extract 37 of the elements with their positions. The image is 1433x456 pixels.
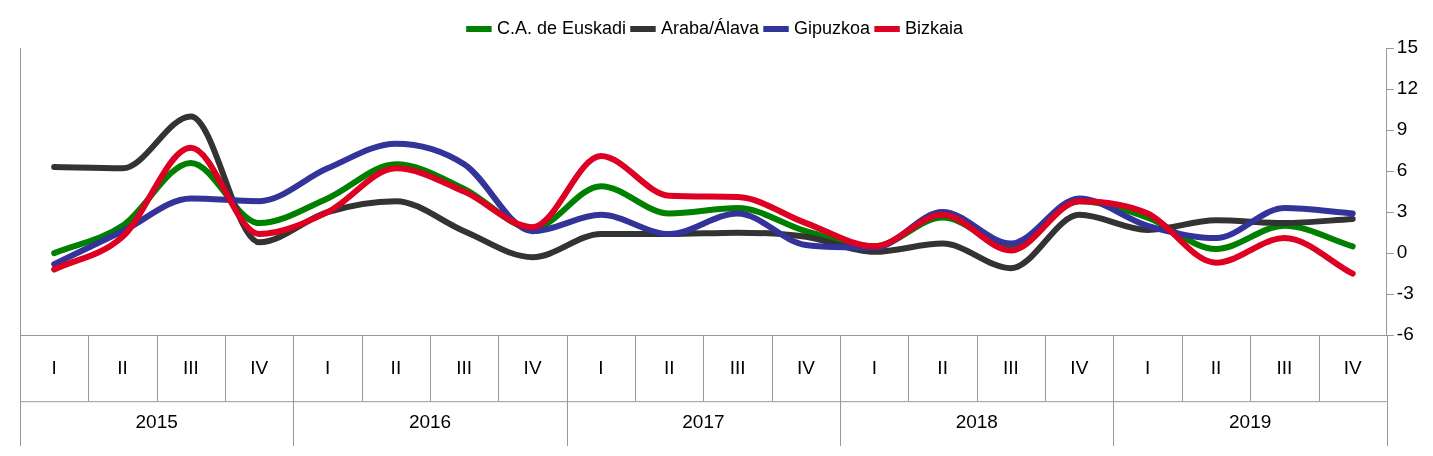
y-tick-label: -6 — [1396, 323, 1414, 345]
y-tick-label: 9 — [1396, 118, 1408, 140]
text: 2019 — [1229, 411, 1272, 433]
x-tick-label: IV — [250, 356, 269, 378]
text: 2017 — [682, 411, 725, 433]
y-tick-label: 15 — [1396, 36, 1419, 58]
x-tick-label: II — [117, 356, 128, 378]
x-tick-label: IV — [1070, 356, 1089, 378]
x-tick-label: I — [598, 356, 604, 378]
y-tick-label: 12 — [1396, 77, 1419, 99]
x-tick-label: II — [937, 356, 948, 378]
x-tick-label: I — [871, 356, 877, 378]
x-tick-label: IV — [796, 356, 816, 378]
y-tick-label: -3 — [1396, 282, 1414, 304]
x-tick-label: II — [1210, 356, 1222, 378]
x-tick-label: II — [390, 356, 402, 378]
x-tick-label: IV — [523, 356, 542, 378]
x-tick-label: I — [1145, 356, 1151, 378]
x-tick-label: III — [182, 356, 199, 378]
x-tick-label: IV — [1343, 356, 1362, 378]
y-tick-label: 3 — [1396, 200, 1408, 222]
text: 2016 — [408, 411, 452, 433]
x-tick-label: III — [1003, 356, 1019, 378]
x-tick-label: II — [663, 356, 675, 378]
y-tick-label: 0 — [1396, 241, 1408, 263]
x-tick-label: I — [324, 356, 331, 378]
y-tick-label: 6 — [1396, 159, 1408, 181]
legend-label: C.A. de Euskadi — [496, 17, 626, 38]
legend-label: Araba/Álava — [660, 17, 761, 38]
text: 2015 — [135, 411, 178, 433]
x-tick-label: III — [1276, 356, 1293, 378]
text: 2018 — [955, 411, 998, 433]
x-tick-label: III — [456, 356, 473, 378]
legend-label: Bizkaia — [905, 17, 965, 38]
x-tick-label: III — [729, 356, 746, 378]
legend-label: Gipuzkoa — [794, 17, 872, 38]
x-tick-label: I — [51, 356, 57, 378]
